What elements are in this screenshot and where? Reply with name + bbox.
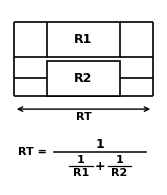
Text: R1: R1 xyxy=(73,168,89,178)
Text: +: + xyxy=(95,160,105,173)
Text: 1: 1 xyxy=(115,155,123,165)
Text: 1: 1 xyxy=(96,138,104,151)
Text: R2: R2 xyxy=(74,72,93,85)
Text: R1: R1 xyxy=(74,33,93,46)
Text: RT =: RT = xyxy=(18,147,47,157)
Bar xyxy=(47,22,120,57)
Text: RT: RT xyxy=(76,112,91,122)
Text: R2: R2 xyxy=(111,168,127,178)
Bar xyxy=(47,61,120,96)
Text: 1: 1 xyxy=(77,155,85,165)
